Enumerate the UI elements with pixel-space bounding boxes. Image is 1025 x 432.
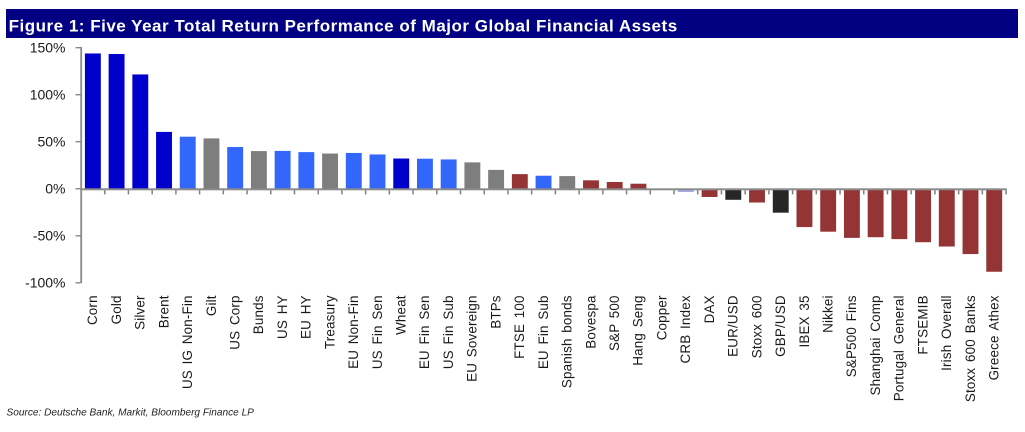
svg-text:US HY: US HY <box>275 295 290 339</box>
svg-text:50%: 50% <box>37 134 65 150</box>
svg-text:GBP/USD: GBP/USD <box>773 295 788 357</box>
svg-text:Corn: Corn <box>85 295 100 325</box>
svg-text:S&P 500: S&P 500 <box>607 295 622 351</box>
svg-text:FTSE 100: FTSE 100 <box>512 295 527 359</box>
svg-text:Source: Deutsche Bank, Markit,: Source: Deutsche Bank, Markit, Bloomberg… <box>7 407 255 418</box>
svg-text:Hang Seng: Hang Seng <box>631 295 646 365</box>
svg-text:Greece Athex: Greece Athex <box>987 295 1002 380</box>
svg-text:Stoxx 600 Banks: Stoxx 600 Banks <box>963 295 978 402</box>
svg-text:EU Fin Sen: EU Fin Sen <box>417 295 432 369</box>
svg-text:CRB Index: CRB Index <box>678 295 693 363</box>
svg-text:EU Sovereign: EU Sovereign <box>465 295 480 382</box>
svg-text:-100%: -100% <box>25 275 65 291</box>
svg-text:S&P500 Fins: S&P500 Fins <box>844 295 859 377</box>
svg-text:Gilt: Gilt <box>204 295 219 316</box>
svg-text:-50%: -50% <box>33 228 66 244</box>
svg-text:EU HY: EU HY <box>299 295 314 339</box>
svg-text:Gold: Gold <box>109 295 124 324</box>
svg-text:Silver: Silver <box>133 295 148 330</box>
svg-text:Portugal General: Portugal General <box>892 295 907 401</box>
svg-text:100%: 100% <box>30 87 66 103</box>
svg-text:EU Non-Fin: EU Non-Fin <box>346 295 361 369</box>
svg-text:Stoxx 600: Stoxx 600 <box>749 295 764 358</box>
svg-text:US Fin Sen: US Fin Sen <box>370 295 385 369</box>
svg-text:US Corp: US Corp <box>227 295 242 349</box>
svg-text:Irish Overall: Irish Overall <box>939 295 954 371</box>
svg-text:US Fin Sub: US Fin Sub <box>441 295 456 369</box>
svg-text:Brent: Brent <box>156 295 171 328</box>
svg-text:DAX: DAX <box>702 295 717 323</box>
svg-text:EU Fin Sub: EU Fin Sub <box>536 295 551 369</box>
svg-text:0%: 0% <box>45 181 65 197</box>
svg-text:EUR/USD: EUR/USD <box>726 295 741 357</box>
svg-text:US IG Non-Fin: US IG Non-Fin <box>180 295 195 389</box>
svg-text:Treasury: Treasury <box>322 295 337 349</box>
svg-text:Nikkei: Nikkei <box>820 295 835 333</box>
svg-text:Shanghai Comp: Shanghai Comp <box>868 295 883 395</box>
svg-text:BTPs: BTPs <box>488 295 503 329</box>
svg-text:Bovespa: Bovespa <box>583 295 598 349</box>
svg-text:150%: 150% <box>30 40 66 56</box>
svg-text:Spanish bonds: Spanish bonds <box>560 295 575 388</box>
svg-text:Wheat: Wheat <box>394 295 409 335</box>
svg-text:IBEX 35: IBEX 35 <box>797 295 812 347</box>
svg-text:Copper: Copper <box>654 295 669 340</box>
svg-text:Figure 1: Five Year Total Retu: Figure 1: Five Year Total Return Perform… <box>9 17 678 36</box>
svg-text:FTSEMIB: FTSEMIB <box>915 295 930 354</box>
svg-text:Bunds: Bunds <box>251 295 266 334</box>
